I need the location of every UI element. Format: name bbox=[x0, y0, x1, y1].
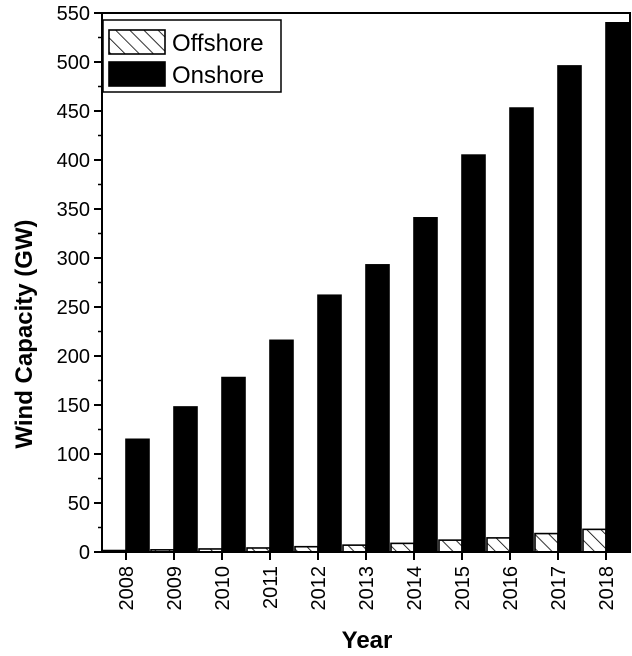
x-tick-label: 2015 bbox=[452, 566, 474, 611]
y-tick-label: 50 bbox=[68, 493, 90, 515]
x-tick-label: 2018 bbox=[596, 566, 618, 611]
plot-frame bbox=[101, 12, 631, 553]
x-tick-label: 2017 bbox=[548, 566, 570, 611]
y-tick-label: 350 bbox=[57, 199, 90, 221]
y-tick-label: 150 bbox=[57, 395, 90, 417]
x-axis-title: Year bbox=[342, 627, 393, 654]
legend-label-onshore: Onshore bbox=[172, 62, 264, 89]
y-tick-label: 100 bbox=[57, 444, 90, 466]
offshore-bar bbox=[438, 539, 463, 553]
offshore-bar bbox=[342, 544, 367, 553]
offshore-bar bbox=[582, 528, 607, 553]
legend-swatch-onshore bbox=[108, 61, 166, 87]
onshore-bar bbox=[557, 65, 582, 553]
onshore-bar bbox=[173, 406, 198, 553]
onshore-bar bbox=[605, 21, 630, 553]
offshore-bar bbox=[486, 537, 511, 553]
onshore-bar bbox=[269, 339, 294, 553]
y-tick-label: 400 bbox=[57, 150, 90, 172]
onshore-bar bbox=[413, 217, 438, 553]
offshore-bar bbox=[534, 532, 559, 553]
legend-swatch-offshore bbox=[108, 29, 166, 55]
y-tick-label: 450 bbox=[57, 101, 90, 123]
x-tick-label: 2013 bbox=[356, 566, 378, 611]
y-tick-label: 550 bbox=[57, 3, 90, 25]
onshore-bar bbox=[317, 294, 342, 553]
x-tick-label: 2009 bbox=[164, 566, 186, 611]
onshore-bar bbox=[461, 154, 486, 553]
onshore-bar bbox=[509, 107, 534, 553]
y-tick-label: 250 bbox=[57, 297, 90, 319]
x-tick-label: 2016 bbox=[500, 566, 522, 611]
legend: Offshore Onshore bbox=[102, 19, 282, 93]
y-axis-title: Wind Capacity (GW) bbox=[11, 219, 38, 448]
plot-area bbox=[102, 21, 630, 553]
y-tick-label: 300 bbox=[57, 248, 90, 270]
legend-label-offshore: Offshore bbox=[172, 30, 264, 57]
x-tick-label: 2014 bbox=[404, 566, 426, 611]
onshore-bar bbox=[221, 376, 246, 553]
x-tick-label: 2008 bbox=[116, 566, 138, 611]
x-axis: 2008 2009 2010 2011 2012 2013 2014 2015 2016 2017… bbox=[116, 552, 618, 611]
y-tick-label: 0 bbox=[79, 542, 90, 564]
onshore-bar bbox=[365, 264, 390, 553]
x-tick-label: 2011 bbox=[260, 566, 282, 609]
offshore-bar bbox=[390, 542, 415, 553]
x-tick-label: 2012 bbox=[308, 566, 330, 611]
x-tick-label: 2010 bbox=[212, 566, 234, 611]
y-tick-label: 200 bbox=[57, 346, 90, 368]
y-axis: 0 50 100 150 200 250 300 350 400 450 500 550 bbox=[57, 3, 102, 564]
onshore-bar bbox=[125, 438, 150, 553]
y-tick-label: 500 bbox=[57, 52, 90, 74]
